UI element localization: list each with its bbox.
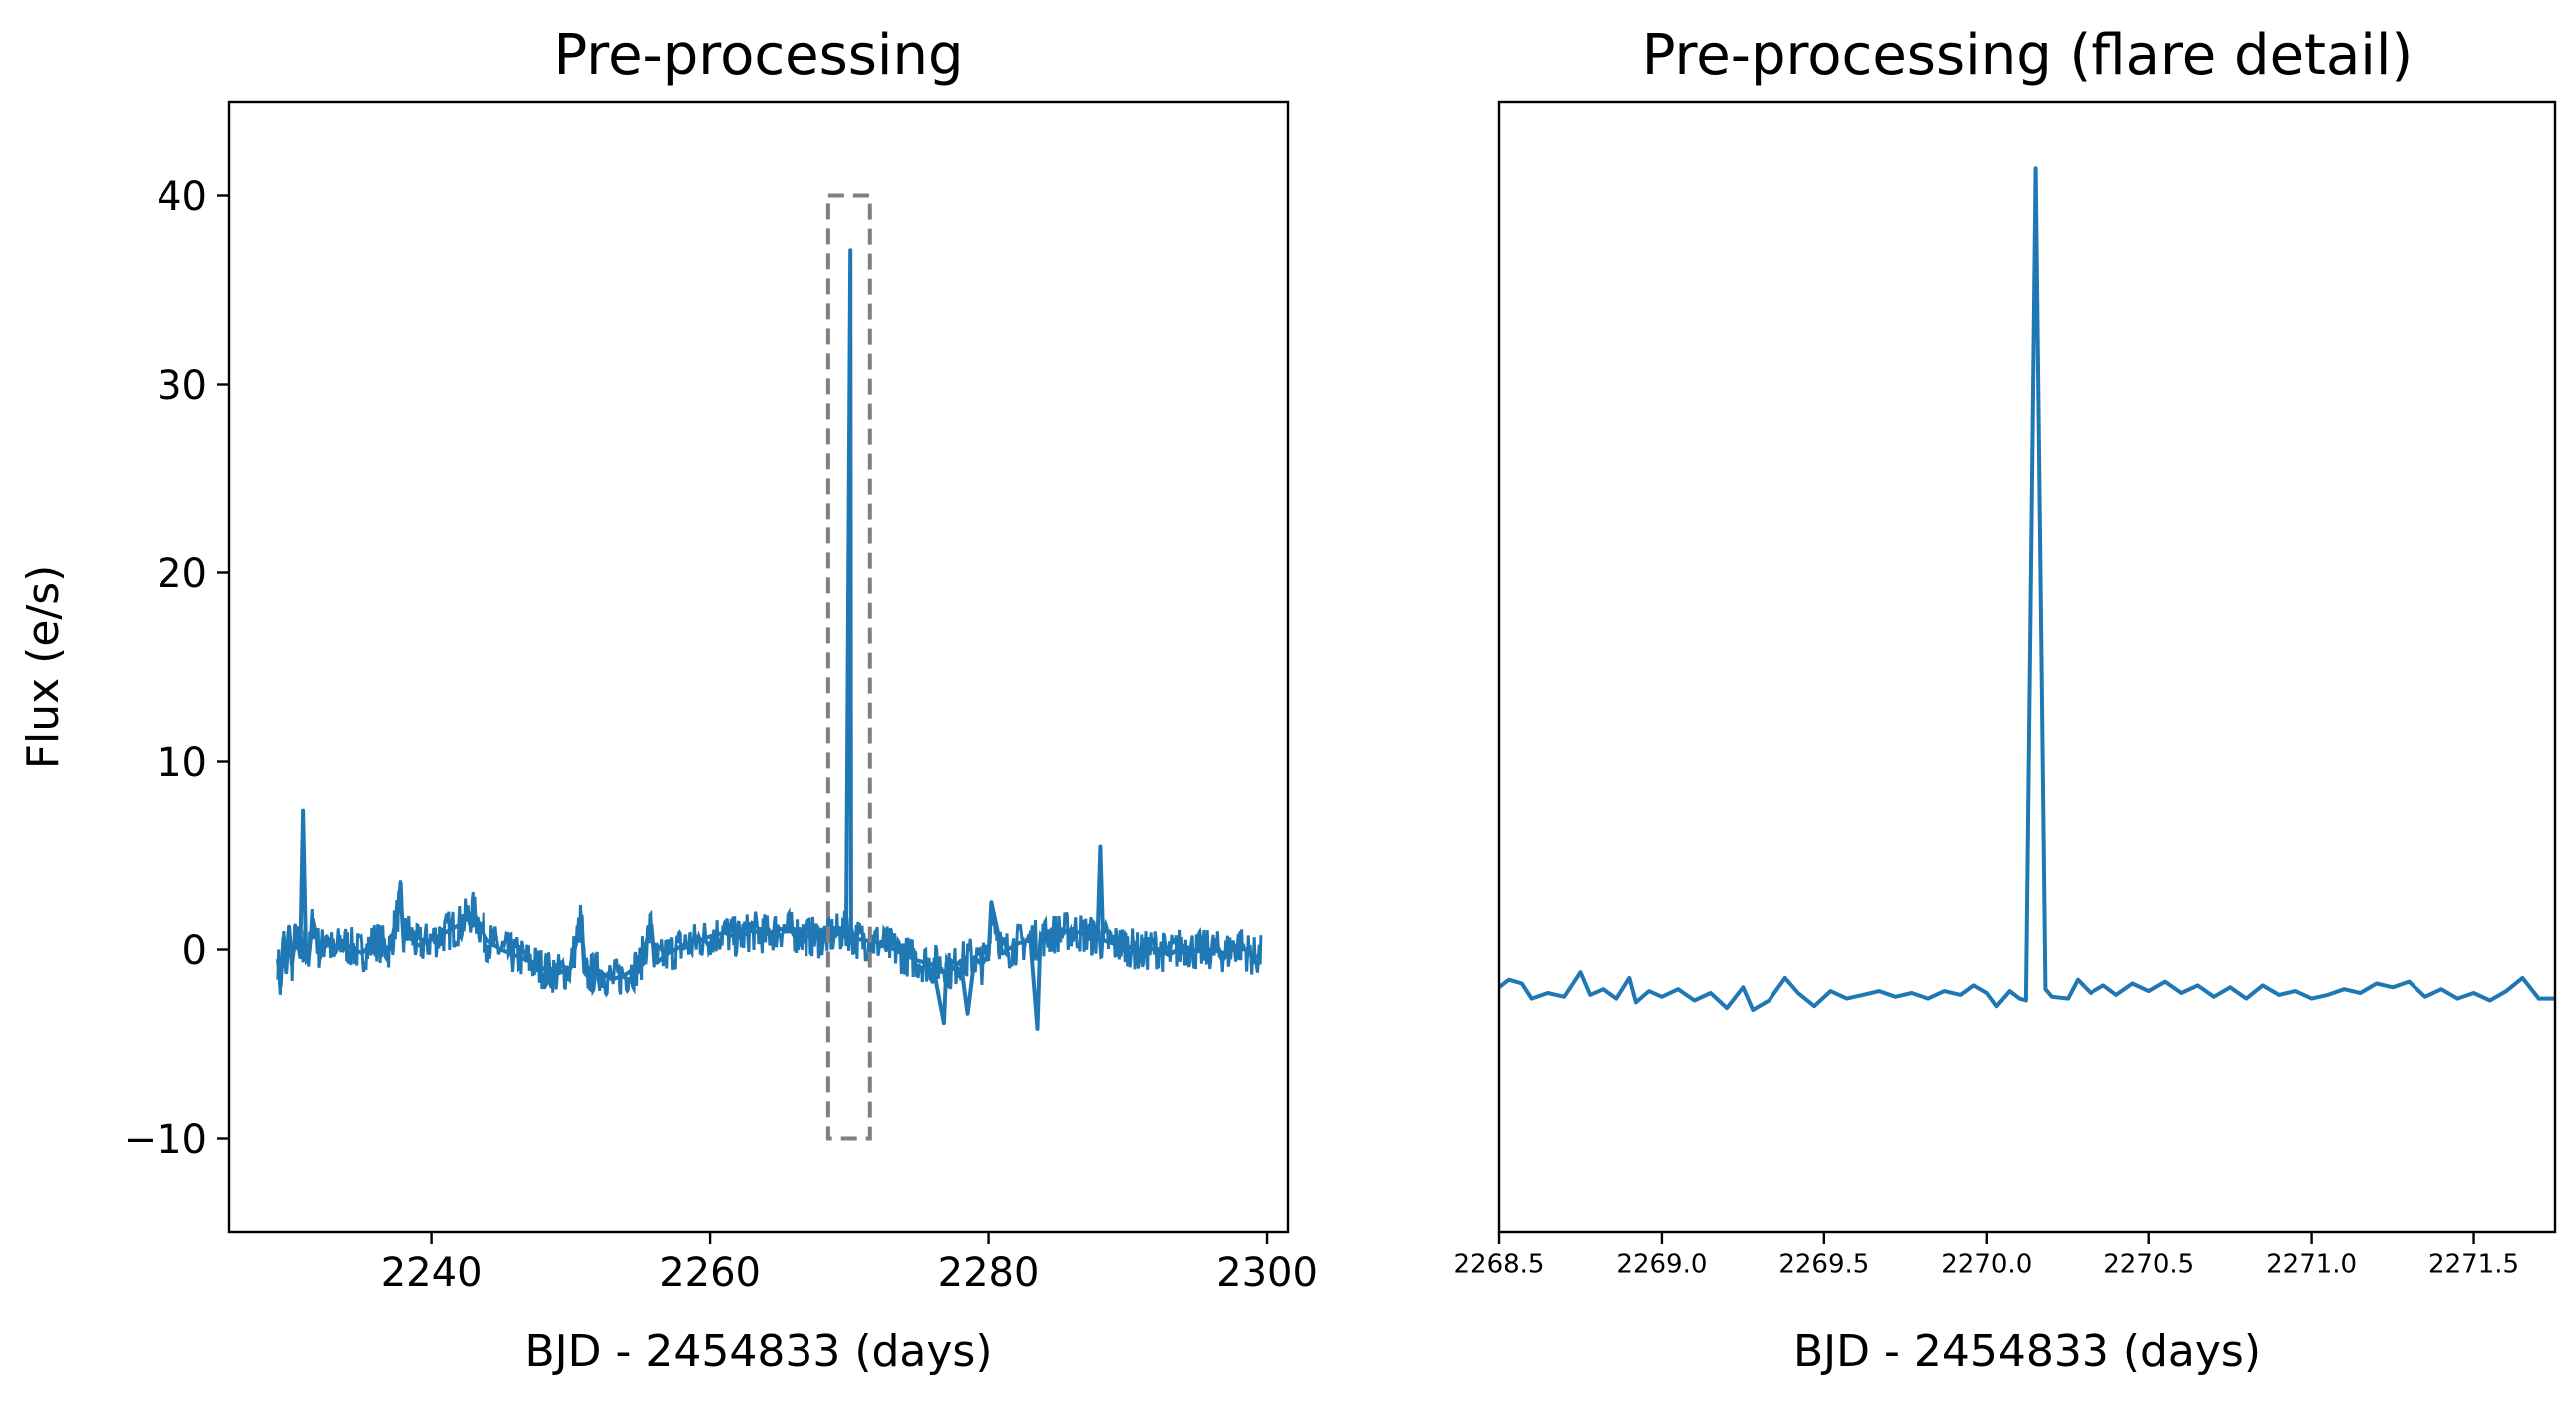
x-tick-label: 2271.5 — [2428, 1250, 2519, 1280]
x-tick-label: 2270.5 — [2103, 1250, 2194, 1280]
series-noise-band — [276, 880, 1263, 998]
x-tick-label: 2271.0 — [2266, 1250, 2357, 1280]
x-axis-label: BJD - 2454833 (days) — [524, 1326, 992, 1377]
y-tick-label: 0 — [182, 928, 207, 974]
series-group — [275, 248, 1263, 1031]
chart-pre-processing: Pre-processing BJD - 2454833 (days) Flux… — [18, 23, 1318, 1377]
axis-ticks: 2240 2260 2280 2300 −10 0 10 20 30 40 — [124, 175, 1318, 1296]
plot-frame — [227, 100, 1290, 1234]
axis-ticks: 2268.5 2269.0 2269.5 2270.0 2270.5 2271.0 2271… — [1454, 1232, 2519, 1280]
x-tick-label: 2300 — [1216, 1250, 1318, 1296]
chart-title: Pre-processing — [553, 23, 963, 88]
flare-highlight-box — [825, 193, 872, 1141]
plot-frame — [1497, 100, 2557, 1234]
x-tick-label: 2270.0 — [1941, 1250, 2032, 1280]
y-tick-label: 10 — [157, 740, 207, 786]
chart-pre-processing-flare-detail: Pre-processing (flare detail) BJD - 2454… — [1454, 23, 2557, 1377]
y-axis-label: Flux (e/s) — [18, 565, 69, 770]
plot-area — [275, 193, 1263, 1141]
series-line — [1499, 166, 2555, 1012]
plot-area — [1499, 166, 2555, 1012]
y-tick-label: 40 — [157, 175, 207, 220]
x-tick-label: 2269.0 — [1616, 1250, 1707, 1280]
chart-title: Pre-processing (flare detail) — [1642, 23, 2414, 88]
y-tick-label: −10 — [124, 1117, 207, 1163]
y-tick-label: 20 — [157, 551, 207, 597]
y-tick-label: 30 — [157, 363, 207, 409]
series-group — [1499, 166, 2555, 1012]
x-tick-label: 2280 — [938, 1250, 1040, 1296]
x-tick-label: 2260 — [659, 1250, 761, 1296]
x-tick-label: 2240 — [381, 1250, 483, 1296]
x-tick-label: 2268.5 — [1454, 1250, 1545, 1280]
x-tick-label: 2269.5 — [1778, 1250, 1869, 1280]
x-axis-label: BJD - 2454833 (days) — [1793, 1326, 2261, 1377]
